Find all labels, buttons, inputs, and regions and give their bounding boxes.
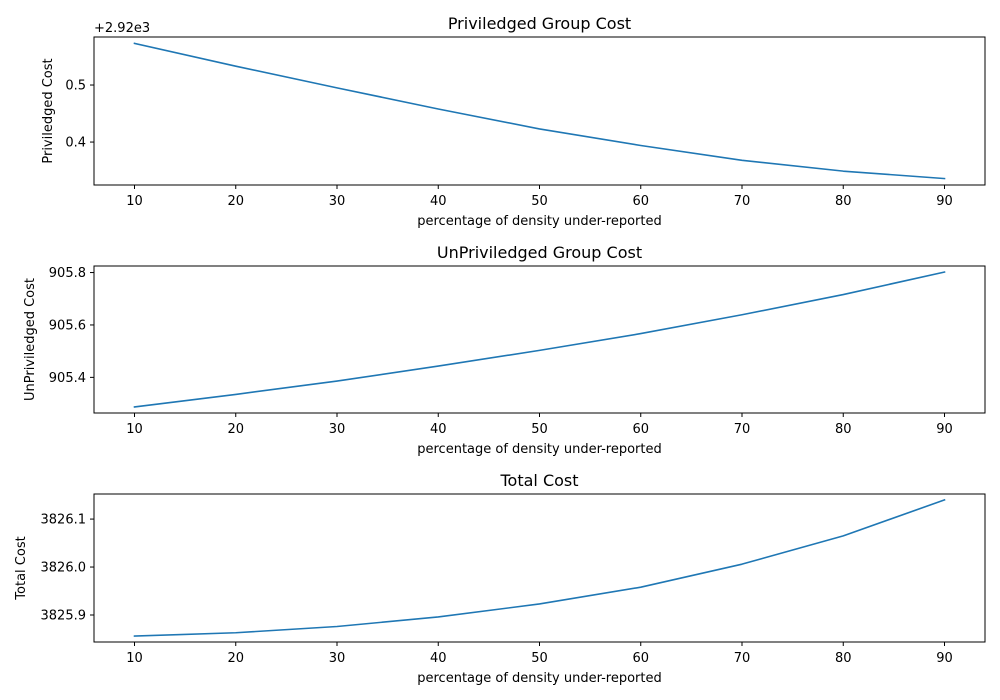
panel-3-x-tick-label: 30 (329, 651, 346, 666)
panel-1-x-tick-label: 30 (329, 194, 346, 209)
panel-1-x-tick-label: 40 (430, 194, 447, 209)
panel-2-y-tick-label: 905.8 (49, 266, 86, 281)
panel-2-x-tick-label: 30 (329, 422, 346, 437)
panel-3-y-tick-label: 3826.1 (41, 513, 87, 528)
panel-3-x-axis-label: percentage of density under-reported (417, 671, 662, 686)
panel-2-x-tick-label: 50 (531, 422, 548, 437)
panel-1-x-axis-label: percentage of density under-reported (417, 214, 662, 229)
panel-1-x-tick-label: 70 (734, 194, 751, 209)
panel-1-x-tick-label: 90 (936, 194, 953, 209)
panel-2-x-tick-label: 40 (430, 422, 447, 437)
panel-2-y-tick-label: 905.4 (49, 371, 86, 386)
panel-3-x-tick-label: 50 (531, 651, 548, 666)
panel-2-x-tick-label: 10 (126, 422, 143, 437)
panel-1-y-axis-label: Priviledged Cost (41, 58, 56, 163)
panel-1-title: Priviledged Group Cost (448, 14, 631, 33)
panel-1-offset-text: +2.92e3 (94, 21, 150, 36)
panel-2-x-tick-label: 60 (632, 422, 649, 437)
panel-3-series-line (133, 498, 946, 637)
panel-3-y-tick-label: 3825.9 (41, 608, 87, 623)
panel-3-x-tick-label: 60 (632, 651, 649, 666)
panel-2-x-axis-label: percentage of density under-reported (417, 442, 662, 457)
panel-3-y-axis-label: Total Cost (14, 536, 29, 600)
panel-3-y-tick-label: 3826.0 (41, 561, 87, 576)
panel-1-x-tick-label: 50 (531, 194, 548, 209)
panel-2-x-tick-label: 80 (835, 422, 852, 437)
panel-2-title: UnPriviledged Group Cost (437, 243, 642, 262)
panel-2-series-line (133, 271, 946, 408)
panel-2-x-tick-label: 20 (227, 422, 244, 437)
panel-2-x-tick-label: 90 (936, 422, 953, 437)
panel-2-y-tick-label: 905.6 (49, 318, 86, 333)
panel-3-x-tick-label: 20 (227, 651, 244, 666)
panel-1-x-tick-label: 80 (835, 194, 852, 209)
panel-3-x-tick-label: 40 (430, 651, 447, 666)
panel-1-y-tick-label: 0.5 (65, 79, 86, 94)
panel-3-x-tick-label: 80 (835, 651, 852, 666)
panel-3-title: Total Cost (499, 471, 578, 490)
panel-3-x-tick-label: 10 (126, 651, 143, 666)
panel-3-x-tick-label: 70 (734, 651, 751, 666)
panel-2-y-axis-label: UnPriviledged Cost (23, 278, 38, 401)
panel-1-x-tick-label: 10 (126, 194, 143, 209)
panel-1-series-line (133, 42, 946, 180)
panel-3-x-tick-label: 90 (936, 651, 953, 666)
panel-1-y-tick-label: 0.4 (65, 136, 86, 151)
panel-2-x-tick-label: 70 (734, 422, 751, 437)
panel-1-x-tick-label: 20 (227, 194, 244, 209)
panel-1-x-tick-label: 60 (632, 194, 649, 209)
